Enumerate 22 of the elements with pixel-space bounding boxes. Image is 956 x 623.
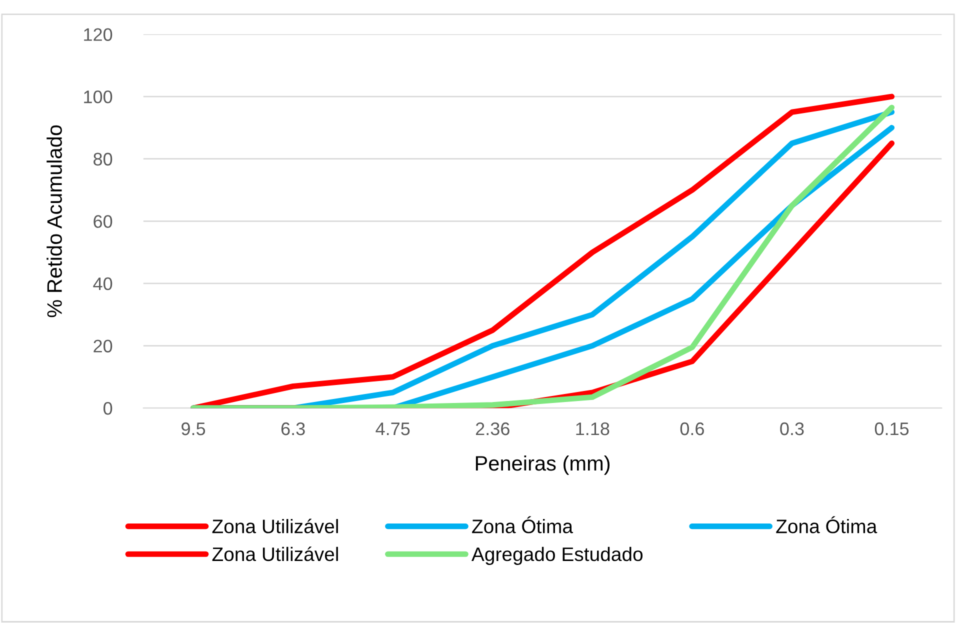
x-tick-label: 2.36 (476, 422, 510, 436)
y-tick-label: 100 (84, 90, 112, 104)
legend-label: Agregado Estudado (471, 546, 643, 565)
y-tick-label: 20 (94, 340, 112, 352)
x-tick-label: 9.5 (182, 422, 206, 436)
legend-label: Zona Utilizável (212, 518, 338, 534)
y-tick-label: 40 (93, 277, 112, 290)
x-tick-label: 0.3 (780, 422, 804, 436)
x-axis-title: Peneiras (mm) (476, 455, 610, 475)
x-tick-label: 4.75 (376, 422, 410, 436)
x-tick-label: 6.3 (281, 422, 305, 436)
y-tick-label: 120 (84, 28, 112, 41)
y-axis-title: % Retido Acumulado (46, 125, 62, 318)
legend-label: Zona Ótima (472, 516, 574, 534)
legend-label: Zona Ótima (776, 516, 878, 534)
y-tick-label: 60 (94, 215, 112, 228)
y-tick-label: 0 (104, 402, 112, 415)
x-tick-label: 0.15 (874, 422, 909, 436)
y-tick-label: 80 (94, 152, 112, 166)
x-tick-label: 0.6 (680, 422, 704, 436)
legend-label: Zona Utilizável (212, 546, 338, 562)
x-tick-label: 1.18 (576, 422, 610, 436)
